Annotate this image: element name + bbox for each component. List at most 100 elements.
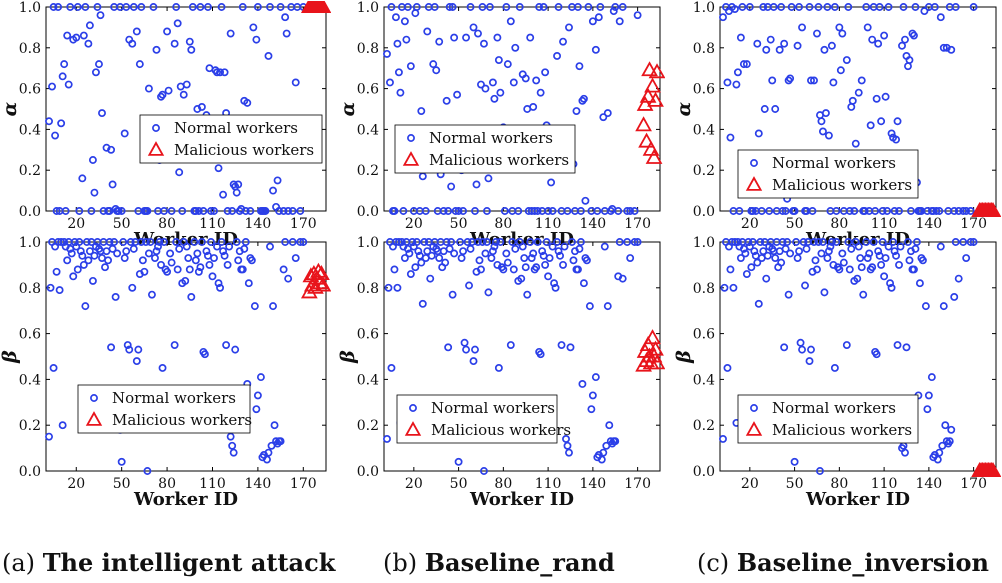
normal-worker-point — [263, 455, 271, 464]
normal-worker-point — [210, 207, 218, 215]
normal-worker-point — [884, 242, 893, 251]
normal-worker-point — [817, 249, 826, 258]
normal-worker-point — [213, 68, 221, 77]
normal-worker-point — [95, 60, 103, 69]
normal-worker-point — [881, 92, 890, 101]
x-tick-label: 50 — [786, 476, 804, 492]
normal-worker-point — [500, 207, 509, 215]
malicious-worker-point — [636, 95, 654, 111]
normal-worker-point — [75, 238, 84, 246]
normal-worker-point — [222, 341, 231, 349]
normal-worker-point — [184, 254, 193, 262]
normal-worker-point — [400, 254, 409, 262]
normal-worker-point — [496, 238, 505, 246]
normal-worker-point — [66, 3, 75, 11]
normal-worker-point — [399, 207, 408, 215]
normal-worker-point — [532, 76, 541, 85]
normal-worker-point — [494, 56, 503, 64]
legend: Normal workers Malicious workers — [396, 394, 571, 444]
normal-worker-point — [895, 207, 903, 215]
x-tick-label: 20 — [405, 216, 423, 232]
normal-worker-point — [799, 238, 808, 246]
normal-worker-point — [623, 238, 632, 246]
normal-worker-point — [406, 270, 415, 279]
normal-worker-point — [194, 207, 203, 215]
normal-worker-point — [472, 180, 481, 189]
normal-worker-point — [451, 207, 460, 215]
normal-worker-point — [190, 238, 199, 246]
malicious-worker-point — [313, 265, 330, 281]
normal-worker-point — [854, 88, 863, 97]
normal-worker-point — [783, 238, 792, 246]
normal-worker-point — [830, 3, 839, 11]
normal-worker-point — [120, 254, 129, 262]
normal-worker-point — [383, 49, 391, 58]
normal-worker-point — [217, 3, 226, 11]
normal-worker-point — [573, 3, 582, 11]
data-points — [719, 238, 1001, 477]
normal-worker-point — [969, 238, 978, 246]
normal-worker-point — [417, 107, 426, 115]
normal-worker-point — [738, 3, 747, 11]
normal-worker-point — [889, 238, 898, 246]
y-tick-label: 1.0 — [693, 0, 715, 16]
normal-worker-point — [569, 256, 578, 265]
normal-worker-point — [462, 345, 471, 354]
normal-worker-point — [55, 286, 64, 295]
normal-worker-point — [73, 3, 82, 11]
normal-worker-point — [890, 247, 899, 256]
normal-worker-point — [207, 238, 215, 246]
normal-worker-point — [533, 207, 542, 215]
normal-worker-point — [515, 3, 524, 11]
normal-worker-point — [599, 113, 608, 122]
normal-worker-point — [520, 254, 529, 262]
normal-worker-point — [802, 244, 811, 253]
x-tick-label: 80 — [494, 476, 512, 492]
normal-worker-point — [144, 249, 153, 258]
normal-worker-point — [482, 207, 491, 215]
normal-worker-point — [730, 238, 739, 246]
normal-worker-point — [603, 302, 612, 311]
normal-worker-point — [423, 27, 432, 36]
normal-worker-point — [859, 290, 868, 299]
normal-worker-point — [179, 90, 188, 99]
normal-worker-point — [814, 238, 823, 246]
normal-worker-point — [820, 288, 829, 297]
normal-worker-point — [633, 238, 642, 246]
normal-worker-point — [200, 350, 209, 359]
normal-worker-point — [120, 129, 129, 138]
normal-worker-point — [887, 129, 896, 138]
normal-worker-point — [820, 45, 829, 54]
legend-circle-icon — [90, 394, 98, 402]
normal-worker-point — [741, 249, 750, 258]
normal-worker-point — [418, 299, 427, 308]
plot-frame — [383, 241, 661, 472]
legend-label-malicious: Malicious workers — [431, 421, 571, 439]
normal-worker-point — [609, 7, 618, 16]
normal-worker-point — [753, 39, 762, 48]
normal-worker-point — [544, 272, 553, 281]
normal-worker-point — [754, 129, 763, 138]
normal-worker-point — [805, 357, 814, 366]
normal-worker-point — [817, 117, 826, 126]
normal-worker-point — [611, 3, 620, 11]
normal-worker-point — [548, 207, 557, 215]
normal-worker-point — [163, 27, 172, 36]
normal-worker-point — [466, 3, 475, 11]
normal-worker-point — [541, 68, 550, 77]
normal-worker-point — [550, 279, 559, 288]
normal-worker-point — [269, 302, 277, 311]
normal-worker-point — [962, 207, 971, 215]
normal-worker-point — [893, 341, 902, 349]
malicious-worker-point — [310, 262, 327, 278]
normal-worker-point — [898, 41, 906, 50]
normal-worker-point — [391, 13, 400, 22]
normal-worker-point — [563, 441, 572, 450]
normal-worker-point — [228, 441, 237, 450]
normal-worker-point — [496, 88, 505, 97]
y-tick-label: 0.2 — [357, 163, 379, 179]
normal-worker-point — [173, 265, 182, 274]
normal-worker-point — [122, 247, 131, 256]
normal-worker-point — [614, 207, 623, 215]
legend-label-normal: Normal workers — [431, 399, 555, 417]
